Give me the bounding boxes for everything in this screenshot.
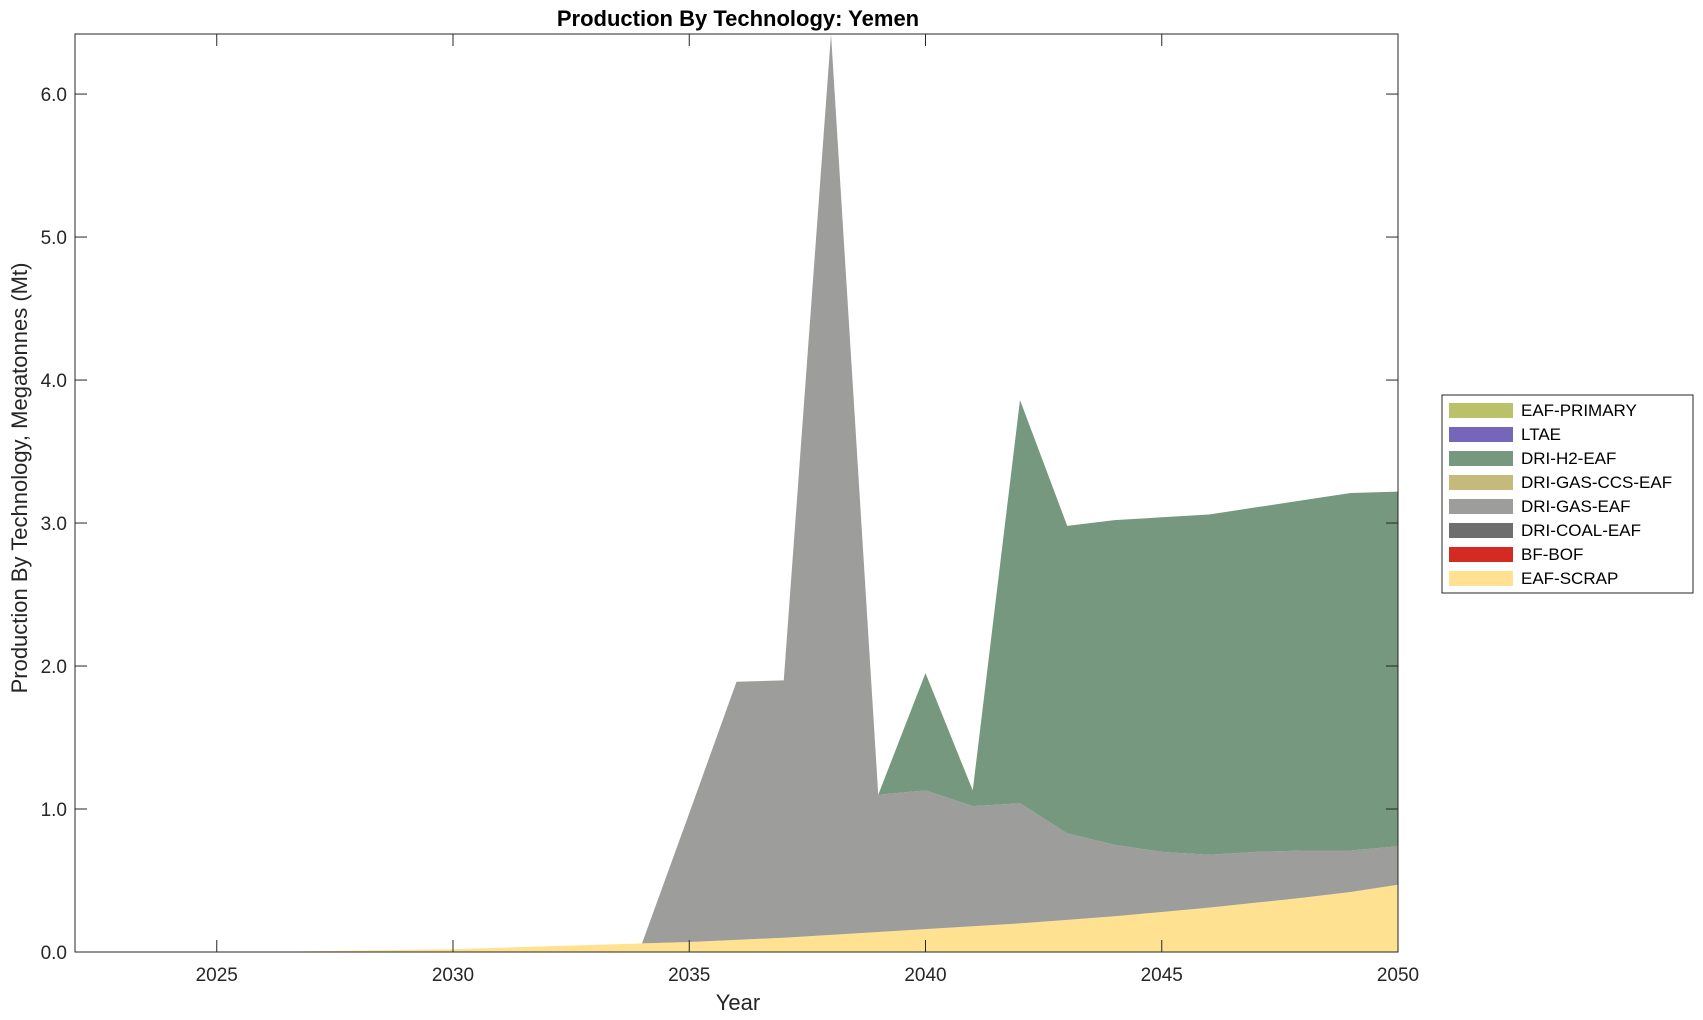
y-tick-label-6: 6.0 xyxy=(41,85,67,106)
y-tick-label-0: 0.0 xyxy=(41,943,67,964)
stacked-areas xyxy=(75,34,1398,952)
legend-swatch-dri-gas-eaf xyxy=(1449,499,1513,514)
y-axis-ticks: 0.0 1.0 2.0 3.0 4.0 5.0 6.0 xyxy=(41,85,1398,964)
legend-label-ltae: LTAE xyxy=(1521,425,1561,444)
y-axis-label: Production By Technology, Megatonnes (Mt… xyxy=(7,263,32,694)
legend-label-dri-gas-ccs-eaf: DRI-GAS-CCS-EAF xyxy=(1521,473,1672,492)
legend-swatch-bf-bof xyxy=(1449,547,1513,562)
axes-frame xyxy=(74,33,1399,953)
legend-swatch-ltae xyxy=(1449,427,1513,442)
y-tick-label-3: 3.0 xyxy=(41,514,67,535)
area-series-dri-gas-eaf xyxy=(75,34,1398,952)
x-axis-label: Year xyxy=(716,990,760,1015)
legend-swatch-dri-h2-eaf xyxy=(1449,451,1513,466)
x-tick-label-2025: 2025 xyxy=(196,965,238,986)
legend-swatch-dri-gas-ccs-eaf xyxy=(1449,475,1513,490)
y-tick-label-1: 1.0 xyxy=(41,800,67,821)
legend-label-bf-bof: BF-BOF xyxy=(1521,545,1583,564)
chart-legend: EAF-PRIMARY LTAE DRI-H2-EAF DRI-GAS-CCS-EAF… xyxy=(1441,394,1694,594)
area-series-dri-h2-eaf xyxy=(75,34,1398,952)
x-tick-label-2050: 2050 xyxy=(1377,965,1419,986)
legend-swatch-eaf-scrap xyxy=(1449,571,1513,586)
legend-label-eaf-scrap: EAF-SCRAP xyxy=(1521,569,1618,588)
legend-swatch-dri-coal-eaf xyxy=(1449,523,1513,538)
x-tick-label-2040: 2040 xyxy=(904,965,946,986)
legend-label-dri-h2-eaf: DRI-H2-EAF xyxy=(1521,449,1616,468)
y-tick-label-2: 2.0 xyxy=(41,657,67,678)
legend-swatch-eaf-primary xyxy=(1449,403,1513,418)
legend-label-eaf-primary: EAF-PRIMARY xyxy=(1521,401,1637,420)
x-axis-ticks: 2025 2030 2035 2040 2045 2050 xyxy=(196,34,1419,986)
y-tick-label-5: 5.0 xyxy=(41,228,67,249)
legend-label-dri-gas-eaf: DRI-GAS-EAF xyxy=(1521,497,1631,516)
y-tick-label-4: 4.0 xyxy=(41,371,67,392)
x-tick-label-2035: 2035 xyxy=(668,965,710,986)
x-tick-label-2045: 2045 xyxy=(1141,965,1183,986)
chart-title: Production By Technology: Yemen xyxy=(557,6,919,31)
x-tick-label-2030: 2030 xyxy=(432,965,474,986)
legend-label-dri-coal-eaf: DRI-COAL-EAF xyxy=(1521,521,1641,540)
axes-box xyxy=(74,33,1399,953)
area-series-eaf-scrap xyxy=(75,884,1398,952)
